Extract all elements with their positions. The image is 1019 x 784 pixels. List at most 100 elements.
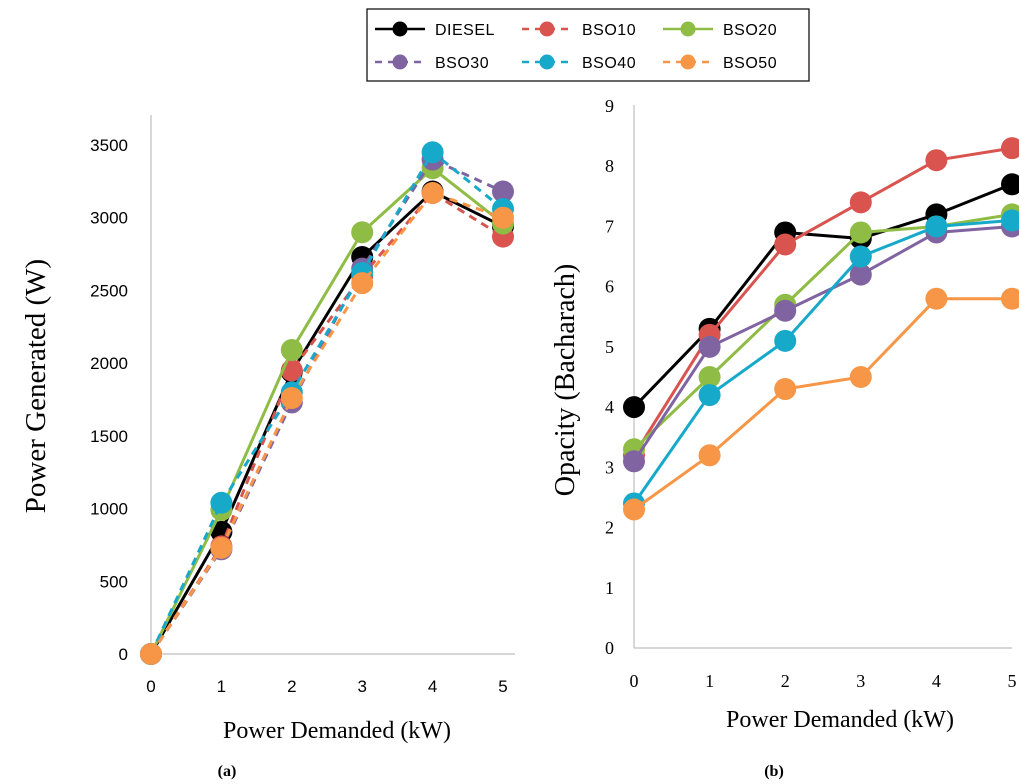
y-tick-label: 2000 (90, 354, 128, 373)
panel-a-power-generated: 0 500 1000 1500 2000 2500 3000 3500 0 1 2 3 4 5 Powe… (20, 115, 515, 780)
y-tick-label: 1 (605, 578, 614, 598)
legend-entry-bso10: BSO10 (522, 21, 636, 39)
data-point (421, 181, 444, 204)
panel-a-label: (a) (218, 763, 237, 780)
panel-b-x-axis-label: Power Demanded (kW) (726, 707, 954, 733)
panel-a-y-axis-label: Power Generated (W) (20, 259, 52, 513)
legend-entry-bso40: BSO40 (522, 54, 636, 72)
data-point (925, 287, 948, 310)
data-point (774, 378, 797, 401)
panel-a-series (140, 141, 514, 665)
y-tick-label: 8 (605, 156, 614, 176)
x-tick-label: 3 (357, 677, 366, 696)
series-line (632, 212, 1013, 451)
series-bso50 (140, 181, 514, 665)
series-bso30 (140, 148, 514, 665)
legend-entry-diesel: DIESEL (375, 21, 494, 39)
y-tick-label: 3 (605, 457, 614, 477)
data-point (1001, 209, 1019, 232)
legend-label: BSO20 (723, 22, 777, 39)
x-tick-label: 5 (498, 677, 507, 696)
data-point (1001, 287, 1019, 310)
series-line (633, 297, 1012, 511)
legend-entry-bso50: BSO50 (663, 54, 777, 72)
series-bso40 (623, 209, 1019, 515)
series-bso50 (623, 287, 1019, 521)
panel-b-x-ticks: 0 1 2 3 4 5 (630, 671, 1017, 691)
y-tick-label: 7 (605, 216, 614, 236)
data-point (849, 263, 872, 286)
data-point (492, 206, 514, 229)
series-line (149, 150, 504, 655)
legend-swatch-marker (392, 21, 408, 37)
legend-label: BSO10 (582, 22, 636, 39)
x-tick-label: 2 (781, 671, 790, 691)
y-tick-label: 3000 (90, 209, 128, 228)
panel-a-x-ticks: 0 1 2 3 4 5 (146, 677, 507, 696)
data-point (623, 396, 645, 419)
data-point (1001, 173, 1019, 196)
panel-b-y-axis-label: Opacity (Bacharach) (550, 264, 581, 496)
series-line (149, 158, 504, 655)
y-tick-label: 3500 (90, 136, 128, 155)
data-point (698, 335, 721, 358)
data-point (492, 180, 514, 203)
x-tick-label: 0 (146, 677, 155, 696)
panel-a-y-ticks: 0 500 1000 1500 2000 2500 3000 3500 (90, 136, 128, 664)
data-point (280, 387, 303, 410)
data-point (849, 191, 872, 214)
data-point (925, 149, 948, 172)
data-point (774, 233, 797, 256)
series-line (632, 146, 1013, 457)
data-point (351, 272, 374, 295)
y-tick-label: 6 (605, 277, 614, 297)
legend-swatch-marker (680, 21, 696, 37)
data-point (774, 329, 797, 352)
data-point (698, 384, 721, 407)
x-tick-label: 1 (705, 671, 714, 691)
data-point (849, 221, 872, 244)
panel-b-y-ticks: 0 1 2 3 4 5 6 7 8 9 (605, 96, 614, 658)
x-tick-label: 3 (856, 671, 865, 691)
y-tick-label: 0 (119, 645, 128, 664)
series-line (632, 224, 1013, 463)
legend-entries: DIESEL BSO10 BSO20 BSO30 BSO40 BSO50 (375, 21, 777, 72)
legend-label: BSO30 (435, 55, 489, 72)
legend-swatch-marker (539, 21, 555, 37)
x-tick-label: 5 (1008, 671, 1017, 691)
data-point (140, 643, 162, 665)
y-tick-label: 2500 (90, 281, 128, 300)
series-line (149, 166, 504, 655)
series-line (632, 182, 1013, 409)
series-bso20 (140, 157, 514, 665)
x-tick-label: 4 (428, 677, 437, 696)
series-line (149, 190, 504, 655)
legend-entry-bso20: BSO20 (663, 21, 777, 39)
y-tick-label: 500 (100, 572, 128, 591)
x-tick-label: 0 (630, 671, 639, 691)
y-tick-label: 0 (605, 638, 614, 658)
legend: DIESEL BSO10 BSO20 BSO30 BSO40 BSO50 (366, 8, 810, 82)
data-point (421, 141, 444, 164)
series-diesel (140, 180, 514, 665)
x-tick-label: 1 (217, 677, 226, 696)
data-point (351, 221, 374, 244)
data-point (1001, 137, 1019, 160)
y-tick-label: 9 (605, 96, 614, 116)
y-tick-label: 5 (605, 337, 614, 357)
series-line (632, 218, 1013, 505)
data-point (280, 339, 303, 362)
y-tick-label: 1000 (90, 500, 128, 519)
data-point (210, 491, 233, 514)
series-bso20 (623, 203, 1019, 461)
data-point (774, 299, 797, 322)
series-diesel (623, 173, 1019, 419)
data-point (849, 366, 872, 388)
panel-b-label: (b) (764, 763, 784, 780)
data-point (623, 498, 645, 521)
panel-b-opacity: 0 1 2 3 4 5 6 7 8 9 0 1 2 3 4 5 Opacity (Bacharach) Po… (550, 96, 1019, 780)
data-point (925, 215, 948, 238)
data-point (210, 536, 233, 559)
panel-b-series (623, 137, 1019, 521)
